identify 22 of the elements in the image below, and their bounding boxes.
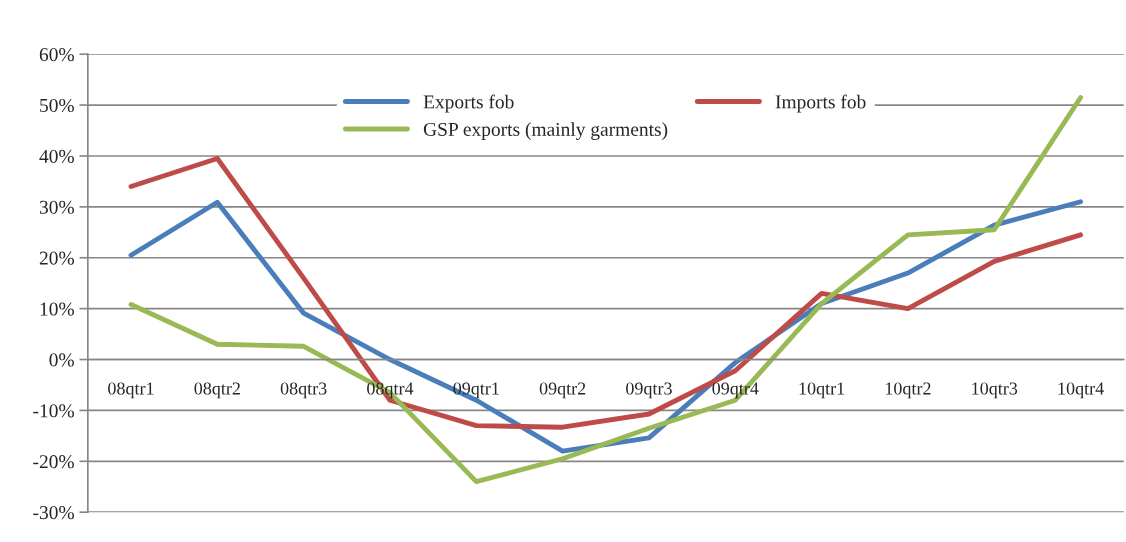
x-tick-label: 10qtr4 [1058, 382, 1104, 399]
y-tick-label: -20% [33, 455, 74, 469]
y-tick-label: 60% [39, 48, 74, 62]
y-tick-label: 0% [49, 353, 74, 367]
x-tick-label: 08qtr2 [194, 382, 240, 399]
legend-label: GSP exports (mainly garments) [423, 122, 668, 140]
y-tick-label: -10% [33, 404, 74, 418]
y-tick-label: 50% [40, 98, 74, 113]
y-tick-label: 30% [39, 200, 74, 214]
x-tick-label: 10qtr3 [972, 382, 1018, 399]
x-tick-label: 08qtr1 [108, 382, 154, 399]
legend-label: Imports fob [775, 94, 866, 113]
x-tick-label: 10qtr2 [885, 382, 931, 399]
y-tick-label: 10% [40, 302, 74, 316]
y-tick-label: 20% [39, 251, 74, 265]
x-tick-label: 09qtr3 [626, 382, 672, 399]
x-tick-label: 10qtr1 [799, 382, 845, 399]
x-tick-label: 08qtr3 [280, 382, 327, 399]
y-tick-label: 40% [39, 149, 74, 163]
y-tick-label: -30% [33, 506, 74, 520]
x-tick-label: 09qtr2 [539, 382, 586, 399]
legend-label: Exports fob [423, 94, 514, 113]
